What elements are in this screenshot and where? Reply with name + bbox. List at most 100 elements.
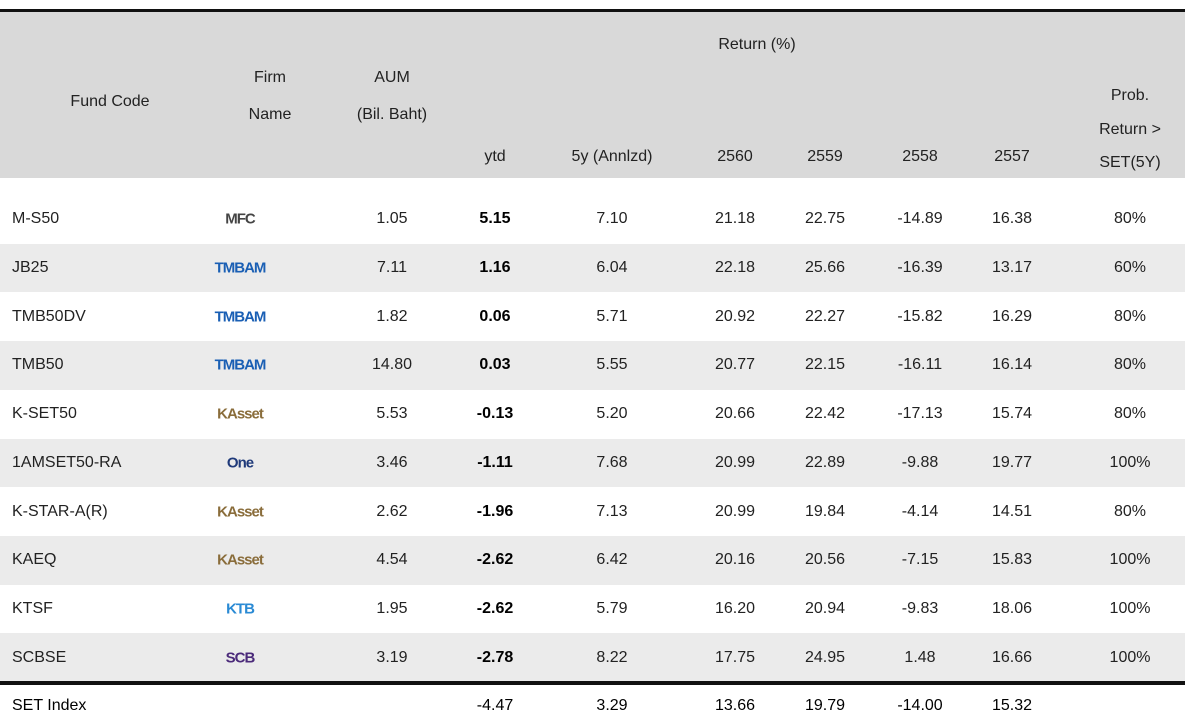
cell: -15.82 (897, 307, 943, 325)
cell: 13.17 (991, 259, 1033, 277)
column-header: 5y (Annlzd) (571, 148, 653, 165)
cell: 24.95 (804, 648, 846, 666)
cell: 6.04 (596, 259, 628, 277)
fund-code: M-S50 (12, 210, 60, 228)
firm-logo: One (226, 454, 254, 472)
cell: 25.66 (804, 259, 846, 277)
cell: 5.53 (376, 405, 408, 423)
cell: -16.11 (897, 356, 943, 374)
cell: -1.11 (477, 453, 513, 471)
index-cell: -14.00 (897, 697, 943, 714)
cell: 20.77 (714, 356, 756, 374)
cell: 19.84 (804, 502, 846, 520)
row-stripe (0, 243, 1185, 293)
fund-code: KAEQ (12, 551, 57, 569)
fund-code: TMB50 (12, 356, 64, 374)
column-header: Fund Code (70, 93, 150, 110)
firm-logo: KAsset (217, 503, 264, 521)
top-rule (0, 9, 1185, 12)
fund-code: KTSF (12, 599, 53, 617)
cell: 8.22 (596, 648, 628, 666)
index-code: SET Index (12, 697, 87, 714)
cell: 20.99 (714, 453, 756, 471)
column-header: (Bil. Baht) (356, 106, 428, 123)
cell: 5.79 (596, 599, 628, 617)
cell: 16.38 (991, 210, 1033, 228)
cell: -9.83 (901, 599, 939, 617)
cell: 22.75 (804, 210, 846, 228)
firm-logo: KAsset (217, 551, 264, 569)
cell: 20.16 (714, 551, 756, 569)
cell: -2.62 (476, 551, 514, 569)
cell: 20.99 (714, 502, 756, 520)
cell: 21.18 (714, 210, 756, 228)
bottom-rule (0, 681, 1185, 685)
cell: 100% (1109, 551, 1151, 569)
firm-logo: KTB (226, 600, 255, 618)
firm-logo: TMBAM (214, 259, 267, 277)
cell: 1.48 (904, 648, 936, 666)
cell: -2.78 (476, 648, 514, 666)
column-header: Firm (254, 69, 286, 86)
cell: 1.05 (376, 210, 408, 228)
firm-logo: KAsset (217, 405, 264, 423)
cell: 1.82 (376, 307, 408, 325)
column-header: Name (248, 106, 292, 123)
cell: -17.13 (897, 405, 943, 423)
cell: -2.62 (476, 599, 514, 617)
cell: 22.18 (714, 259, 756, 277)
cell: 3.46 (376, 453, 408, 471)
cell: 5.15 (479, 210, 511, 228)
cell: 0.06 (479, 307, 511, 325)
cell: 100% (1109, 599, 1151, 617)
cell: 5.71 (596, 307, 628, 325)
column-header: Return > (1099, 121, 1161, 138)
column-header: AUM (374, 69, 410, 86)
row-stripe (0, 633, 1185, 682)
index-cell: 19.79 (804, 697, 846, 714)
row-stripe (0, 341, 1185, 390)
cell: 15.83 (991, 551, 1033, 569)
cell: 22.89 (804, 453, 846, 471)
cell: 100% (1109, 648, 1151, 666)
cell: 5.20 (596, 405, 628, 423)
index-cell: 13.66 (714, 697, 756, 714)
cell: 7.68 (596, 453, 628, 471)
return-group: Return (%) (718, 36, 796, 53)
column-header: 2557 (994, 148, 1030, 165)
cell: 7.11 (377, 259, 407, 277)
cell: 18.06 (991, 599, 1033, 617)
fund-code: JB25 (12, 259, 49, 277)
cell: 2.62 (376, 502, 408, 520)
row-stripe (0, 438, 1185, 488)
cell: 4.54 (376, 551, 408, 569)
firm-logo: TMBAM (214, 356, 267, 374)
column-header: 2558 (902, 148, 938, 165)
cell: 16.29 (991, 307, 1033, 325)
index-cell: 15.32 (991, 697, 1033, 714)
cell: 16.14 (991, 356, 1033, 374)
cell: -14.89 (897, 210, 943, 228)
cell: -1.96 (476, 502, 514, 520)
cell: 20.92 (714, 307, 756, 325)
cell: 80% (1113, 405, 1147, 423)
cell: 7.13 (596, 502, 628, 520)
cell: 14.80 (371, 356, 413, 374)
fund-code: SCBSE (12, 648, 67, 666)
fund-code: K-STAR-A(R) (12, 502, 108, 520)
fund-code: TMB50DV (12, 307, 86, 325)
cell: 17.75 (714, 648, 756, 666)
cell: -7.15 (901, 551, 939, 569)
cell: 22.27 (804, 307, 846, 325)
column-header: 2559 (807, 148, 843, 165)
cell: 0.03 (479, 356, 511, 374)
cell: 16.20 (714, 599, 756, 617)
cell: 1.16 (479, 259, 511, 277)
cell: 19.77 (991, 453, 1033, 471)
firm-logo: SCB (225, 649, 256, 667)
cell: -9.88 (901, 453, 939, 471)
cell: 1.95 (376, 599, 408, 617)
cell: 22.15 (804, 356, 846, 374)
cell: 20.56 (804, 551, 846, 569)
cell: 15.74 (991, 405, 1033, 423)
